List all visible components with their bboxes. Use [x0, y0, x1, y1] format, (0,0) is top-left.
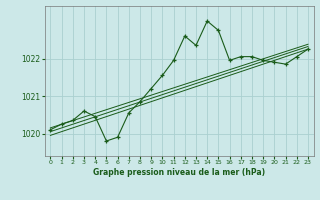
- X-axis label: Graphe pression niveau de la mer (hPa): Graphe pression niveau de la mer (hPa): [93, 168, 265, 177]
